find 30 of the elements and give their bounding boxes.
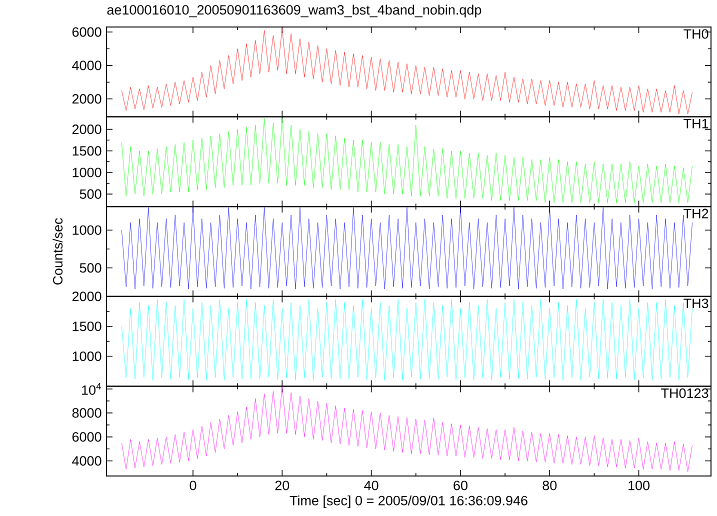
y-tick-label: 1000 xyxy=(72,351,102,362)
y-tick-label: 500 xyxy=(80,189,102,199)
y-tick-label: 6000 xyxy=(72,432,102,442)
chart-title: ae100016010_20050901163609_wam3_bst_4band_nobin.qdp xyxy=(107,4,482,18)
series-label: TH2 xyxy=(684,208,708,218)
y-tick-label: 8000 xyxy=(72,408,102,418)
y-tick-label: 1500 xyxy=(72,322,102,332)
text: TH0123 xyxy=(661,388,708,398)
series-label: TH3 xyxy=(684,298,708,308)
x-tick-label: 20 xyxy=(275,480,290,490)
y-tick-label: 1000 xyxy=(72,168,102,178)
x-tick-label: 40 xyxy=(364,480,378,490)
y-tick-label: 4000 xyxy=(72,456,102,466)
y-tick-label: 1500 xyxy=(72,146,102,156)
x-axis-title: Time [sec] 0 = 2005/09/01 16:36:09.946 xyxy=(290,495,528,508)
y-tick-label: 2000 xyxy=(72,292,102,302)
y-tick-label: 2000 xyxy=(72,94,102,104)
text: TH0 xyxy=(684,29,708,39)
y-tick-label: 4000 xyxy=(72,60,102,70)
y-tick-label: 10$^{4}$ xyxy=(82,383,102,395)
x-tick-label: 60 xyxy=(454,480,468,490)
x-tick-label: 80 xyxy=(542,480,557,490)
y-tick-label: 6000 xyxy=(72,27,102,37)
x-tick-label: 100 xyxy=(628,480,650,490)
x-tick-label: 0 xyxy=(190,480,196,490)
y-tick-label: 1000 xyxy=(72,225,102,235)
text: TH1 xyxy=(684,119,708,128)
y-tick-label: 500 xyxy=(80,263,102,273)
y-axis-title: Counts/sec xyxy=(52,218,63,285)
y-tick-label: 2000 xyxy=(72,124,102,134)
